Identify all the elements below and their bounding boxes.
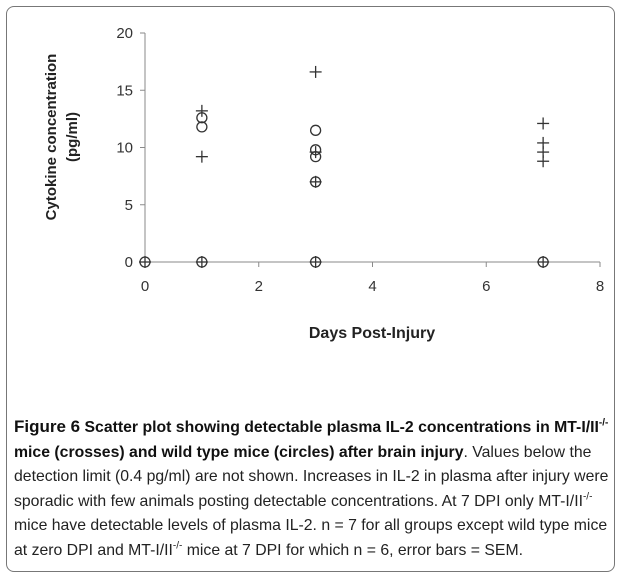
caption-title-a: Scatter plot showing detectable plasma I…	[80, 419, 599, 436]
figure-caption: Figure 6 Scatter plot showing detectable…	[14, 415, 612, 563]
y-tick-label: 15	[116, 82, 133, 99]
scatter-chart: 0 5 10 15 20 0 2 4 6 8 Cytokine concentration (pg…	[43, 25, 604, 342]
cross-marker	[309, 256, 322, 268]
axes: 0 5 10 15 20 0 2 4 6 8	[116, 25, 604, 295]
circle-marker	[309, 144, 322, 156]
circle-marker	[309, 124, 322, 136]
x-tick-label: 6	[482, 278, 490, 295]
cross-marker	[537, 256, 550, 268]
circle-marker	[196, 256, 208, 268]
y-axis-label-line1: Cytokine concentration	[43, 54, 60, 221]
cross-marker	[537, 136, 550, 149]
y-axis-label-line2: (pg/ml)	[64, 112, 81, 162]
circle-marker	[309, 151, 322, 163]
data-marks	[139, 65, 550, 268]
circle-marker	[309, 256, 322, 268]
x-tick-label: 4	[368, 278, 376, 295]
x-tick-label: 8	[596, 278, 604, 295]
x-tick-label: 2	[255, 278, 263, 295]
caption-sup-b: -/-	[582, 491, 593, 503]
y-tick-label: 5	[125, 197, 133, 214]
cross-marker	[537, 117, 550, 130]
cross-marker	[309, 65, 322, 78]
cross-marker	[139, 256, 151, 268]
circle-marker	[309, 176, 322, 188]
cross-marker	[309, 175, 322, 188]
caption-title-b: mice (crosses) and wild type mice (circl…	[14, 443, 464, 461]
y-tick-label: 10	[116, 140, 133, 157]
y-tick-label: 20	[116, 25, 133, 42]
caption-text-c: mice at 7 DPI for which n = 6, error bar…	[182, 541, 523, 559]
circle-marker	[139, 256, 151, 268]
cross-marker	[195, 104, 208, 117]
circle-marker	[537, 256, 549, 268]
cross-marker	[195, 256, 208, 268]
figure-number: Figure 6	[14, 417, 81, 436]
caption-text-a: . Values below the detection limit (0.4 …	[14, 443, 609, 510]
circle-marker	[196, 112, 208, 124]
x-tick-label: 0	[141, 278, 149, 295]
caption-sup-c: -/-	[172, 540, 183, 552]
cross-marker	[195, 150, 208, 163]
circle-marker	[196, 121, 208, 133]
caption-text-b: mice have detectable levels of plasma IL…	[14, 517, 608, 559]
x-axis-label: Days Post-Injury	[309, 325, 435, 342]
figure-frame	[6, 6, 615, 572]
caption-sup-a: -/-	[598, 417, 609, 429]
y-tick-label: 0	[125, 254, 133, 271]
